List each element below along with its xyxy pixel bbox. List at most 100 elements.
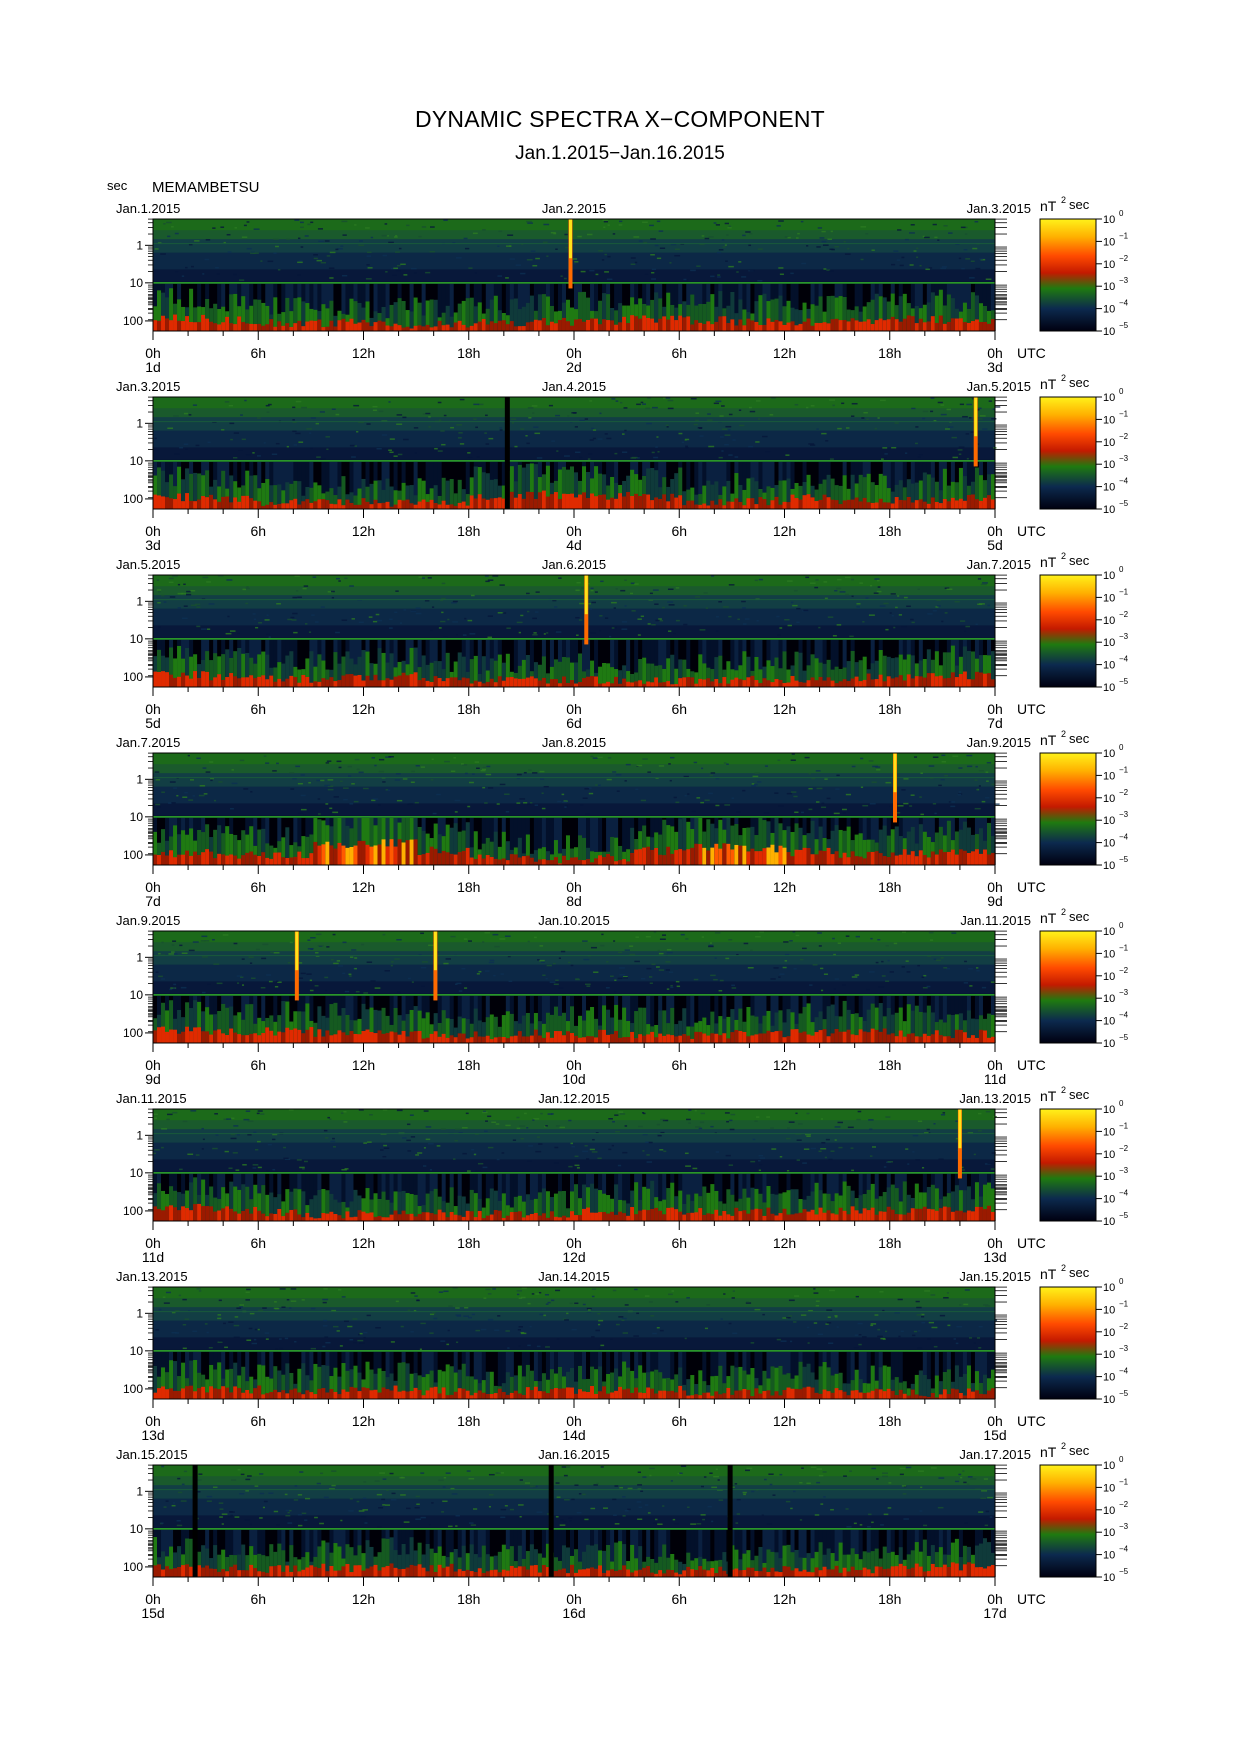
noise-speck bbox=[370, 980, 376, 982]
spectral-column-mid bbox=[213, 653, 218, 687]
spectral-column-base bbox=[453, 461, 459, 509]
spectral-column-peak bbox=[618, 322, 623, 331]
spectral-column-base bbox=[333, 283, 339, 331]
noise-speck bbox=[316, 259, 322, 262]
spectral-column-mid bbox=[461, 656, 467, 687]
spectral-column-peak bbox=[249, 1033, 254, 1043]
spectral-column-mid bbox=[678, 819, 683, 865]
spectral-column-peak bbox=[678, 315, 683, 331]
spectral-column-peak bbox=[574, 1035, 579, 1043]
spectral-column-mid bbox=[862, 656, 868, 687]
spectral-column-peak bbox=[658, 682, 663, 687]
spectral-column-peak bbox=[229, 854, 234, 865]
spectral-column-peak bbox=[185, 316, 190, 331]
noise-speck bbox=[741, 276, 747, 278]
noise-speck bbox=[292, 596, 298, 599]
noise-speck bbox=[856, 603, 861, 605]
noise-speck bbox=[884, 453, 888, 455]
noise-speck bbox=[173, 787, 178, 789]
spectral-column-mid bbox=[626, 671, 631, 687]
spectral-column-base bbox=[261, 995, 266, 1043]
spectral-column-peak bbox=[333, 504, 339, 509]
noise-speck bbox=[250, 252, 256, 255]
noise-speck bbox=[218, 781, 223, 783]
noise-speck bbox=[163, 601, 167, 603]
x-day-label: 1d bbox=[145, 359, 161, 375]
spectral-column-mid bbox=[842, 475, 848, 509]
noise-speck bbox=[889, 971, 894, 973]
spectral-column-peak bbox=[806, 318, 812, 331]
noise-speck bbox=[256, 417, 261, 419]
spectral-column-mid bbox=[778, 295, 784, 331]
noise-speck bbox=[308, 631, 312, 633]
spectral-column-mid bbox=[598, 473, 603, 509]
spectral-column-mid bbox=[934, 832, 940, 865]
spectral-column-peak bbox=[525, 491, 531, 509]
noise-speck bbox=[454, 811, 458, 813]
spectral-column-peak bbox=[630, 682, 635, 687]
noise-speck bbox=[300, 808, 307, 811]
noise-speck bbox=[607, 757, 612, 759]
noise-speck bbox=[498, 230, 503, 233]
spectral-column-mid bbox=[225, 1007, 230, 1043]
spectral-column-peak bbox=[938, 503, 944, 509]
noise-speck bbox=[351, 783, 355, 785]
spectral-column-peak bbox=[674, 684, 679, 687]
spectral-column-peak bbox=[453, 322, 459, 331]
spectral-column-peak bbox=[778, 504, 784, 509]
spectral-column-peak bbox=[445, 324, 451, 331]
noise-speck bbox=[876, 579, 880, 582]
spectral-column-peak bbox=[678, 678, 683, 687]
spectral-column-mid bbox=[586, 297, 591, 331]
spectral-column-mid bbox=[594, 466, 599, 509]
spectral-column-mid bbox=[429, 662, 435, 687]
noise-speck bbox=[943, 967, 948, 969]
noise-speck bbox=[191, 265, 194, 268]
spectral-column-peak bbox=[958, 498, 964, 509]
noise-speck bbox=[675, 587, 680, 589]
spectral-column-mid bbox=[301, 1011, 306, 1043]
spectral-column-mid bbox=[586, 847, 591, 865]
spectral-column-peak bbox=[273, 852, 278, 865]
noise-speck bbox=[382, 781, 386, 783]
noise-speck bbox=[478, 970, 482, 973]
spectral-column-base bbox=[501, 461, 507, 509]
noise-speck bbox=[590, 632, 597, 634]
spectral-column-peak bbox=[221, 854, 226, 865]
spectral-column-peak bbox=[654, 677, 659, 687]
spectral-column-mid bbox=[934, 481, 940, 509]
spectral-column-peak bbox=[441, 500, 447, 509]
spectral-column-mid bbox=[662, 477, 667, 509]
noise-speck bbox=[185, 448, 188, 451]
spectral-column-peak bbox=[305, 321, 310, 331]
spectral-column-mid bbox=[305, 487, 310, 509]
noise-speck bbox=[251, 977, 256, 980]
noise-speck bbox=[795, 237, 799, 239]
spectral-column-mid bbox=[834, 297, 840, 331]
noise-speck bbox=[310, 937, 316, 939]
heatmap-area bbox=[153, 575, 996, 687]
spectral-column-mid bbox=[846, 488, 852, 509]
x-tick-label: 6h bbox=[671, 523, 687, 539]
spectral-column-mid bbox=[405, 310, 411, 331]
spectral-column-mid bbox=[321, 660, 327, 687]
spectral-column-peak bbox=[838, 681, 844, 687]
spectral-column-base bbox=[349, 461, 355, 509]
noise-speck bbox=[561, 793, 565, 796]
noise-speck bbox=[782, 966, 787, 969]
noise-speck bbox=[724, 804, 731, 806]
spectral-column-peak bbox=[541, 677, 547, 687]
noise-speck bbox=[287, 961, 291, 964]
noise-speck bbox=[690, 398, 697, 400]
noise-speck bbox=[324, 784, 331, 787]
spectral-column-mid bbox=[237, 840, 242, 865]
spectral-column-mid bbox=[726, 480, 731, 509]
spectral-column-mid bbox=[842, 667, 848, 687]
spectral-column-base bbox=[301, 639, 306, 687]
spectral-column-mid bbox=[337, 1015, 343, 1043]
spectral-column-peak bbox=[986, 495, 992, 509]
spectral-column-peak bbox=[545, 496, 551, 509]
spectral-column-base bbox=[485, 283, 491, 331]
spectral-column-base bbox=[694, 461, 699, 509]
